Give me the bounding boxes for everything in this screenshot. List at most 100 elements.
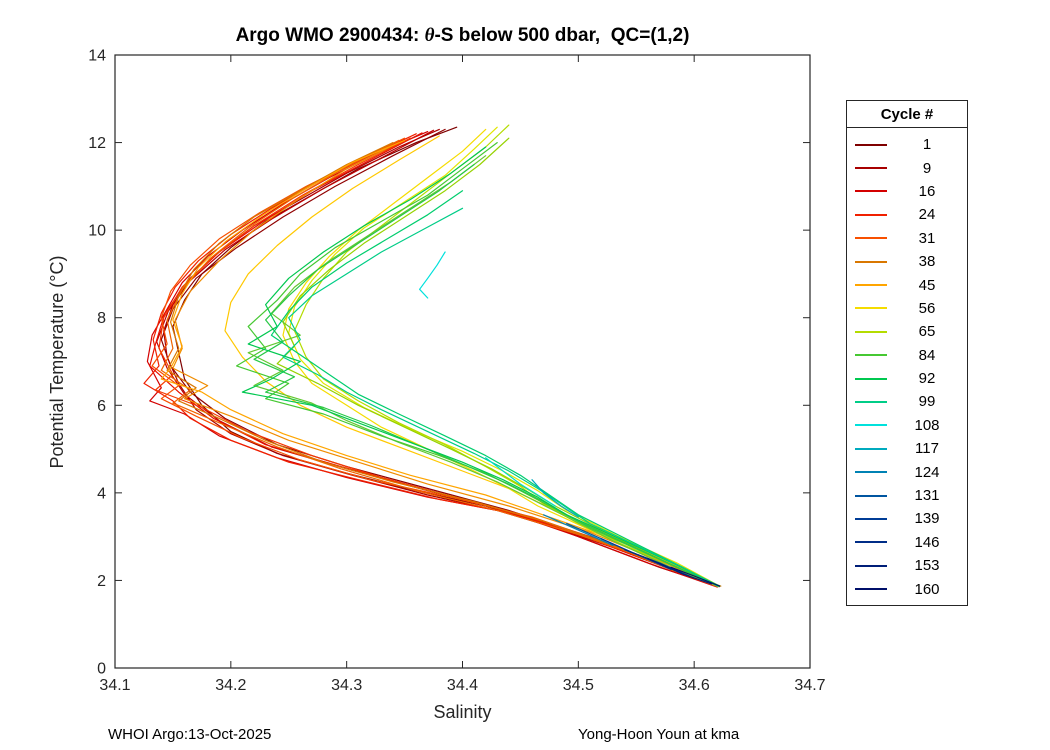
x-tick-label: 34.6	[679, 677, 710, 694]
legend-item: 92	[847, 367, 967, 390]
profile-line-cycle-27	[154, 137, 718, 587]
axes-box	[114, 54, 811, 669]
legend-label: 131	[914, 487, 940, 505]
legend-item: 56	[847, 297, 967, 320]
legend-item: 131	[847, 484, 967, 507]
legend-item: 24	[847, 203, 967, 226]
legend-item: 45	[847, 273, 967, 296]
profile-line-cycle-124	[542, 514, 614, 547]
legend-line-sample	[855, 143, 887, 146]
profile-line-cycle-9	[163, 128, 721, 588]
legend-line-sample	[855, 494, 887, 497]
legend-item: 16	[847, 180, 967, 203]
profile-line-cycle-31	[151, 137, 718, 588]
legend-label: 56	[918, 299, 936, 317]
legend-line-sample	[855, 190, 887, 193]
legend-line-sample	[855, 424, 887, 427]
legend-line-sample	[855, 330, 887, 333]
profile-line-cycle-1	[172, 126, 718, 587]
legend-item: 9	[847, 156, 967, 179]
legend-label: 1	[922, 136, 932, 154]
y-axis-label: Potential Temperature (°C)	[47, 255, 67, 469]
legend-line-sample	[855, 167, 887, 170]
profile-line-cycle-65	[293, 124, 720, 588]
profile-line-cycle-84	[236, 142, 718, 587]
legend-line-sample	[855, 260, 887, 263]
chart-title-prefix: Argo WMO 2900434:	[235, 25, 425, 46]
x-tick-label: 34.3	[331, 677, 362, 694]
footer-credit-left: WHOI Argo:13-Oct-2025	[108, 726, 272, 743]
legend-line-sample	[855, 517, 887, 520]
x-tick-label: 34.4	[447, 677, 478, 694]
legend-label: 124	[914, 463, 940, 481]
legend-label: 45	[918, 276, 936, 294]
legend-label: 65	[918, 323, 936, 341]
y-tick-label: 2	[97, 573, 106, 590]
x-tick-label: 34.7	[794, 677, 825, 694]
legend-item: 146	[847, 531, 967, 554]
profile-line-cycle-99	[282, 207, 718, 587]
legend-line-sample	[855, 447, 887, 450]
y-tick-label: 0	[97, 661, 106, 678]
y-tick-label: 6	[97, 398, 106, 415]
profile-line-cycle-41	[172, 142, 720, 587]
legend-item: 84	[847, 344, 967, 367]
y-tick-label: 10	[88, 223, 106, 240]
chart-title: Argo WMO 2900434: θ-S below 500 dbar, QC…	[115, 25, 810, 47]
x-axis-label: Salinity	[433, 702, 492, 722]
legend-label: 139	[914, 510, 940, 528]
legend-line-sample	[855, 307, 887, 310]
legend-title: Cycle #	[847, 101, 967, 128]
legend-item: 99	[847, 390, 967, 413]
footer-credit-right: Yong-Hoon Youn at kma	[578, 726, 740, 743]
y-tick-label: 12	[88, 135, 106, 152]
y-tick-label: 4	[97, 485, 106, 502]
legend-item: 117	[847, 437, 967, 460]
profile-line-cycle-153	[647, 557, 713, 585]
profile-line-cycle-78	[247, 155, 720, 588]
legend-label: 146	[914, 533, 940, 551]
legend-item: 108	[847, 414, 967, 437]
legend-label: 108	[914, 416, 940, 434]
legend-label: 153	[914, 557, 940, 575]
profile-line-cycle-146	[624, 549, 695, 579]
legend-label: 9	[922, 159, 932, 177]
legend-item: 65	[847, 320, 967, 343]
chart-title-suffix: -S below 500 dbar, QC=(1,2)	[434, 25, 690, 46]
profile-line-cycle-92	[241, 146, 721, 587]
legend-line-sample	[855, 564, 887, 567]
profile-line-cycle-56	[282, 128, 718, 587]
legend-item: 153	[847, 554, 967, 577]
x-tick-label: 34.1	[99, 677, 130, 694]
legend-line-sample	[855, 237, 887, 240]
profile-line-cycle-60	[288, 126, 721, 587]
profile-line-cycle-20	[149, 132, 718, 588]
profile-line-cycle-103	[485, 457, 556, 507]
legend-line-sample	[855, 400, 887, 403]
legend-label: 16	[918, 182, 936, 200]
profile-line-cycle-108	[419, 251, 446, 299]
profile-line-cycle-12	[156, 129, 720, 587]
legend-line-sample	[855, 213, 887, 216]
profile-line-cycle-117	[531, 479, 579, 518]
legend-label: 38	[918, 253, 936, 271]
legend-items: 1 9 16 24 31 38 45 56 65 84 92 99 108 117 124 131 139 146…	[847, 128, 967, 605]
profile-line-cycle-95	[270, 190, 720, 587]
legend: Cycle # 1 9 16 24 31 38 45 56 65 84 92 99 108 117 124 1…	[846, 100, 968, 606]
legend-line-sample	[855, 588, 887, 591]
legend-label: 84	[918, 346, 936, 364]
legend-line-sample	[855, 284, 887, 287]
legend-line-sample	[855, 541, 887, 544]
x-tick-label: 34.5	[563, 677, 594, 694]
legend-line-sample	[855, 471, 887, 474]
legend-item: 124	[847, 460, 967, 483]
legend-label: 31	[918, 229, 936, 247]
profile-line-cycle-45	[160, 139, 718, 587]
legend-item: 139	[847, 507, 967, 530]
profile-line-cycle-16	[146, 131, 718, 588]
profile-line-cycle-160	[670, 566, 721, 587]
legend-label: 92	[918, 370, 936, 388]
y-tick-label: 8	[97, 310, 106, 327]
profile-line-cycle-24	[143, 133, 720, 587]
